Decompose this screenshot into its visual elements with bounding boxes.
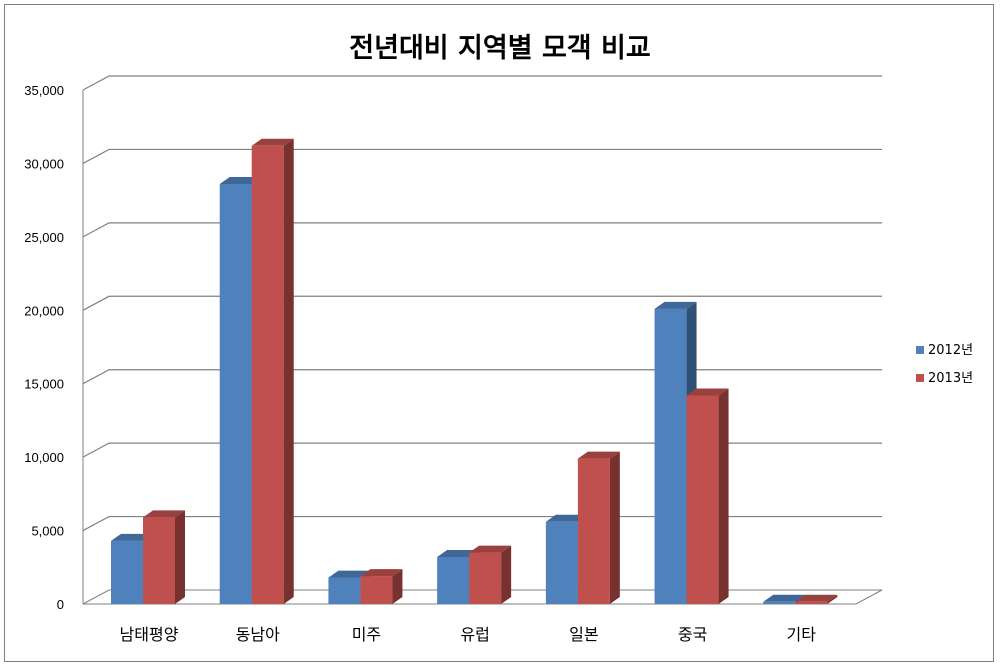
y-tick-label: 20,000 xyxy=(24,303,64,318)
bar-top xyxy=(143,510,185,518)
y-tick-label: 35,000 xyxy=(24,83,64,98)
bar-side xyxy=(501,545,512,604)
y-tick-label: 0 xyxy=(57,597,64,612)
bar-side xyxy=(392,569,403,604)
bar-top xyxy=(654,301,697,309)
x-category-label: 중국 xyxy=(678,625,707,644)
bar-top xyxy=(437,550,480,558)
bar-front xyxy=(654,308,687,604)
bar-side xyxy=(718,388,729,604)
bar-front xyxy=(577,458,610,604)
bar-front xyxy=(219,183,252,604)
bar-front xyxy=(251,145,284,604)
x-category-label: 유럽 xyxy=(460,625,489,644)
x-category-label: 동남아 xyxy=(236,625,280,644)
bar-front xyxy=(360,576,393,604)
y-tick-label: 30,000 xyxy=(24,156,64,171)
bar-front xyxy=(143,517,175,604)
bar-front xyxy=(328,577,361,604)
x-category-label: 미주 xyxy=(352,625,381,644)
gridline xyxy=(82,515,882,532)
bar-front xyxy=(795,601,828,604)
x-category-label: 남태평양 xyxy=(120,625,179,644)
bar-top xyxy=(360,569,403,577)
y-tick-label: 25,000 xyxy=(24,230,64,245)
bar-front xyxy=(686,395,719,604)
bar-top xyxy=(219,176,262,184)
legend-swatch xyxy=(916,346,924,354)
bar-top xyxy=(251,138,294,146)
bar-side xyxy=(175,510,185,604)
bar-front xyxy=(469,552,502,604)
x-category-label: 일본 xyxy=(569,625,598,644)
gridline xyxy=(82,222,882,238)
bar-top xyxy=(577,451,620,459)
gridline xyxy=(82,75,882,91)
y-tick-label: 5,000 xyxy=(31,524,64,539)
gridline xyxy=(82,369,882,385)
y-tick-label: 10,000 xyxy=(24,450,64,465)
x-category-label: 기타 xyxy=(787,625,817,644)
bar-front xyxy=(111,540,143,604)
bar-top xyxy=(545,514,588,522)
bar-top xyxy=(763,594,806,602)
bar-side xyxy=(283,138,294,604)
bar-front xyxy=(437,557,470,604)
gridline xyxy=(82,295,882,311)
bar-side xyxy=(827,594,838,604)
y-tick-label: 15,000 xyxy=(24,377,64,392)
gridline xyxy=(82,442,882,458)
bar-top xyxy=(328,570,371,578)
bar-front xyxy=(763,601,796,604)
chart-title: 전년대비 지역별 모객 비교 xyxy=(349,33,651,64)
legend-label: 2013년 xyxy=(928,371,973,386)
legend-label: 2012년 xyxy=(928,343,973,358)
bar-side xyxy=(609,451,620,604)
bar-top xyxy=(795,594,838,602)
gridline xyxy=(82,148,882,164)
legend-swatch xyxy=(916,374,924,382)
bar-top xyxy=(686,388,729,396)
bar-top xyxy=(111,533,153,541)
bar-top xyxy=(469,545,512,553)
bar-front xyxy=(545,521,578,604)
